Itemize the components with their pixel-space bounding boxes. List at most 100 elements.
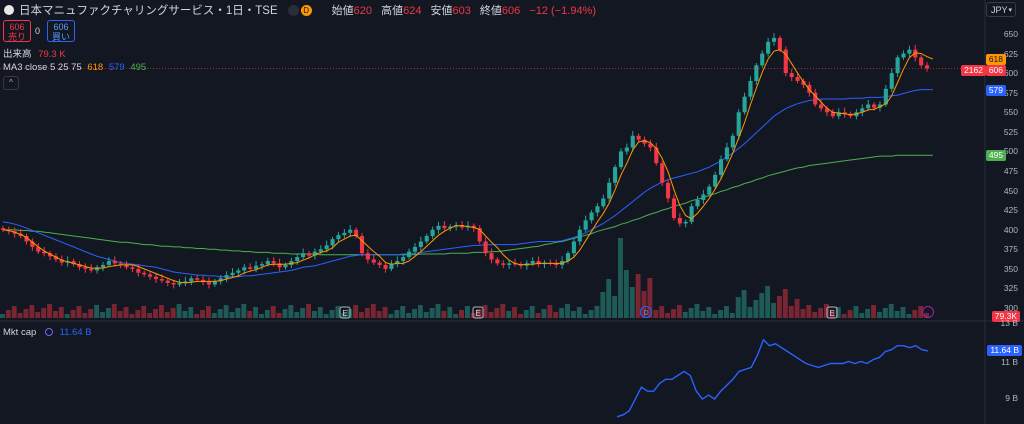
- candle-body: [377, 262, 382, 265]
- candle-body: [218, 278, 223, 282]
- candle-body: [577, 229, 582, 242]
- candle-body: [336, 235, 341, 240]
- sell-button[interactable]: 606 売り: [3, 20, 31, 42]
- volume-bar: [94, 305, 100, 318]
- candle-body: [59, 259, 64, 263]
- volume-bar: [400, 306, 406, 318]
- loading-icon: [44, 328, 53, 336]
- volume-bar: [882, 308, 888, 318]
- candle-body: [430, 229, 435, 236]
- volume-bar: [488, 312, 494, 318]
- candle-body: [401, 257, 406, 262]
- candle-body: [371, 259, 376, 263]
- volume-bar: [123, 307, 129, 318]
- volume-bar: [435, 304, 441, 318]
- candle-body: [354, 229, 359, 236]
- volume-bar: [512, 307, 517, 318]
- candle-body: [754, 65, 759, 81]
- volume-bar: [11, 306, 17, 318]
- candle-body: [613, 167, 618, 183]
- candle-body: [71, 261, 76, 265]
- price-axis-label: 400: [1003, 224, 1018, 235]
- volume-bar: [818, 308, 824, 318]
- candle-body: [159, 279, 164, 281]
- volume-bar: [582, 314, 588, 318]
- candle-body: [571, 241, 576, 254]
- ma75-price-tag: 495: [985, 150, 1006, 161]
- buy-price: 606: [53, 22, 69, 32]
- volume-bar: [329, 310, 335, 318]
- candle-body: [124, 264, 129, 268]
- currency-selector[interactable]: JPY ▾: [986, 2, 1016, 17]
- volume-bar: [147, 313, 153, 318]
- volume-bar: [700, 311, 706, 318]
- candle-body: [177, 282, 182, 285]
- candle-body: [412, 246, 418, 252]
- volume-bar: [824, 304, 829, 318]
- volume-bar: [871, 305, 877, 318]
- price-axis-label: 375: [1003, 244, 1018, 255]
- candle-body: [489, 253, 494, 260]
- ma-legend[interactable]: MA3 close 5 25 75 618 579 495: [3, 62, 146, 73]
- volume-legend[interactable]: 出来高 79.3 K: [3, 46, 66, 60]
- candle-body: [271, 261, 276, 264]
- low-label: 安値: [430, 5, 453, 17]
- candle-body: [195, 278, 200, 280]
- mktcap-legend[interactable]: Mkt cap 11.64 B: [3, 327, 92, 338]
- candle-body: [118, 263, 123, 265]
- volume-bar: [659, 306, 665, 318]
- volume-bar: [82, 313, 88, 318]
- volume-bar: [718, 310, 723, 318]
- candle-body: [312, 251, 317, 256]
- volume-bar: [111, 304, 117, 318]
- candle-body: [47, 253, 53, 257]
- volume-bar: [694, 304, 700, 318]
- volume-bar: [258, 314, 264, 318]
- candle-body: [895, 57, 900, 74]
- market-status-badge[interactable]: D: [287, 4, 312, 16]
- dividend-marker: [640, 306, 652, 318]
- ma5-value: 618: [87, 62, 104, 73]
- candle-body: [495, 259, 500, 264]
- price-axis-label: 350: [1003, 263, 1018, 274]
- candle-body: [924, 65, 930, 69]
- volume-bar: [270, 306, 276, 318]
- price-axis-label: 600: [1003, 68, 1018, 79]
- volume-bar: [459, 310, 464, 318]
- candle-body: [795, 77, 800, 81]
- candle-body: [901, 53, 906, 58]
- chevron-up-icon: ^: [9, 78, 13, 87]
- volume-bar: [117, 311, 123, 318]
- price-axis-label: 300: [1003, 303, 1018, 313]
- volume-bar: [600, 292, 606, 318]
- volume-bar: [888, 304, 894, 318]
- candle-body: [883, 88, 888, 105]
- candle-body: [418, 241, 423, 247]
- change-value: −12 (−1.94%): [529, 5, 596, 17]
- volume-bar: [176, 304, 182, 318]
- volume-bar: [676, 305, 682, 318]
- volume-bar: [847, 310, 853, 318]
- collapse-legend-button[interactable]: ^: [3, 76, 19, 90]
- candle-body: [77, 264, 82, 268]
- volume-bar: [353, 305, 359, 318]
- candle-body: [100, 264, 106, 268]
- buy-label: 買い: [51, 32, 70, 42]
- candle-body: [648, 143, 653, 148]
- volume-bar: [388, 314, 394, 318]
- volume-bar: [200, 310, 206, 318]
- volume-bar: [618, 238, 623, 318]
- candle-body: [889, 73, 894, 89]
- symbol-title[interactable]: 日本マニュファクチャリングサービス・1日・TSE: [19, 5, 278, 17]
- volume-bar: [406, 313, 412, 318]
- candle-body: [919, 57, 924, 66]
- volume-bar: [835, 307, 841, 318]
- volume-bar: [317, 307, 323, 318]
- volume-bar: [623, 270, 629, 318]
- ma-label: MA3 close 5 25 75: [3, 62, 82, 73]
- volume-bar: [370, 304, 376, 318]
- high-value: 624: [403, 5, 422, 17]
- earnings-marker: [339, 306, 351, 319]
- buy-button[interactable]: 606 買い: [47, 20, 75, 42]
